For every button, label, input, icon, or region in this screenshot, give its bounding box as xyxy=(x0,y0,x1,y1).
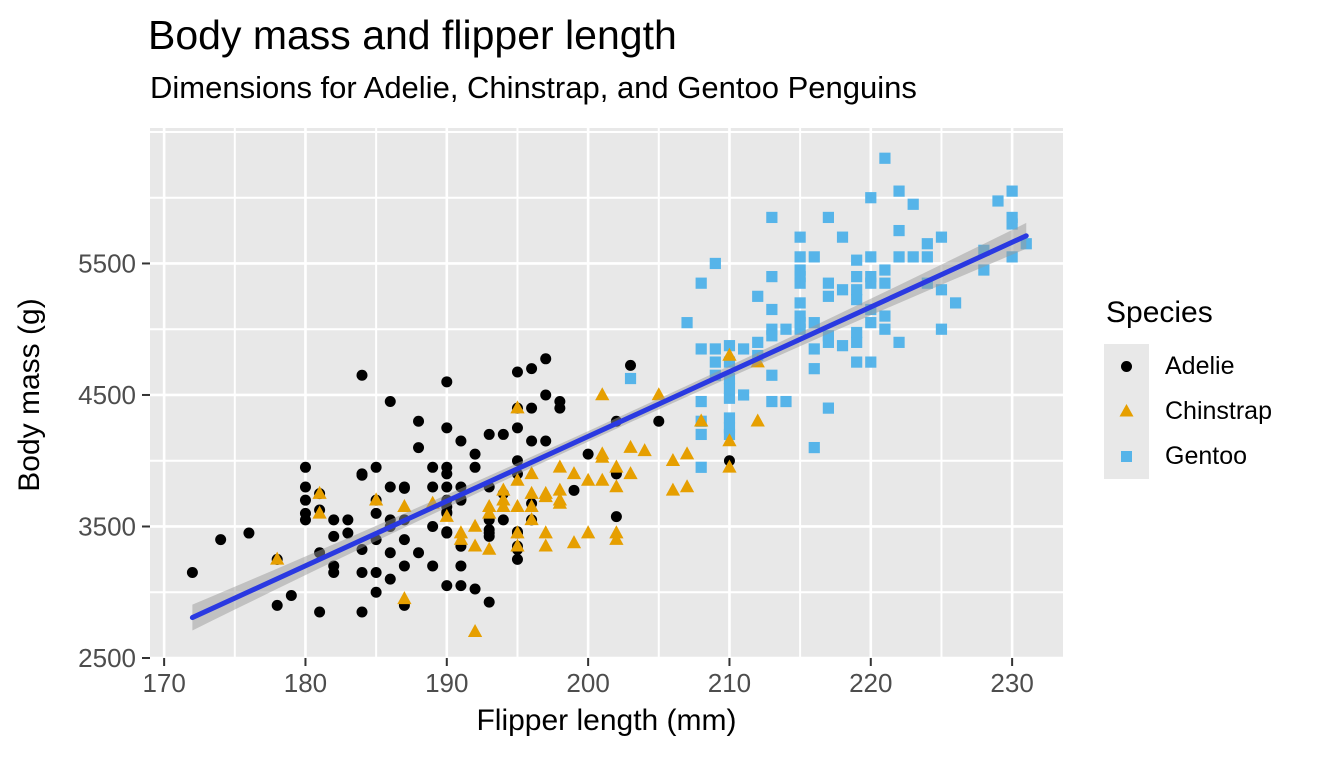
gentoo-key-box xyxy=(1104,434,1149,479)
y-axis-title: Body mass (g) xyxy=(13,298,46,492)
adelie-key-box xyxy=(1104,344,1149,389)
svg-text:200: 200 xyxy=(566,668,609,698)
legend-item-chinstrap: Chinstrap xyxy=(1104,389,1272,434)
svg-text:190: 190 xyxy=(425,668,468,698)
legend-item-adelie: Adelie xyxy=(1104,344,1272,389)
svg-text:220: 220 xyxy=(849,668,892,698)
legend: Species Adelie Chinstrap Gentoo xyxy=(1104,296,1272,479)
svg-text:180: 180 xyxy=(284,668,327,698)
chinstrap-key-box xyxy=(1104,389,1149,434)
svg-text:170: 170 xyxy=(142,668,185,698)
legend-item-gentoo: Gentoo xyxy=(1104,434,1272,479)
svg-text:230: 230 xyxy=(990,668,1033,698)
x-axis-title: Flipper length (mm) xyxy=(476,704,737,737)
svg-text:5500: 5500 xyxy=(78,248,136,278)
svg-text:4500: 4500 xyxy=(78,380,136,410)
svg-text:210: 210 xyxy=(708,668,751,698)
svg-text:2500: 2500 xyxy=(78,643,136,673)
legend-label-chinstrap: Chinstrap xyxy=(1165,397,1272,425)
circle-marker-icon xyxy=(1121,361,1132,372)
svg-text:3500: 3500 xyxy=(78,511,136,541)
legend-label-adelie: Adelie xyxy=(1165,352,1235,380)
triangle-marker-icon xyxy=(1119,404,1134,417)
chart-subtitle: Dimensions for Adelie, Chinstrap, and Ge… xyxy=(150,70,917,105)
legend-title: Species xyxy=(1106,296,1213,329)
page-title: Body mass and flipper length xyxy=(148,12,677,58)
square-marker-icon xyxy=(1121,451,1132,462)
legend-label-gentoo: Gentoo xyxy=(1165,442,1248,470)
